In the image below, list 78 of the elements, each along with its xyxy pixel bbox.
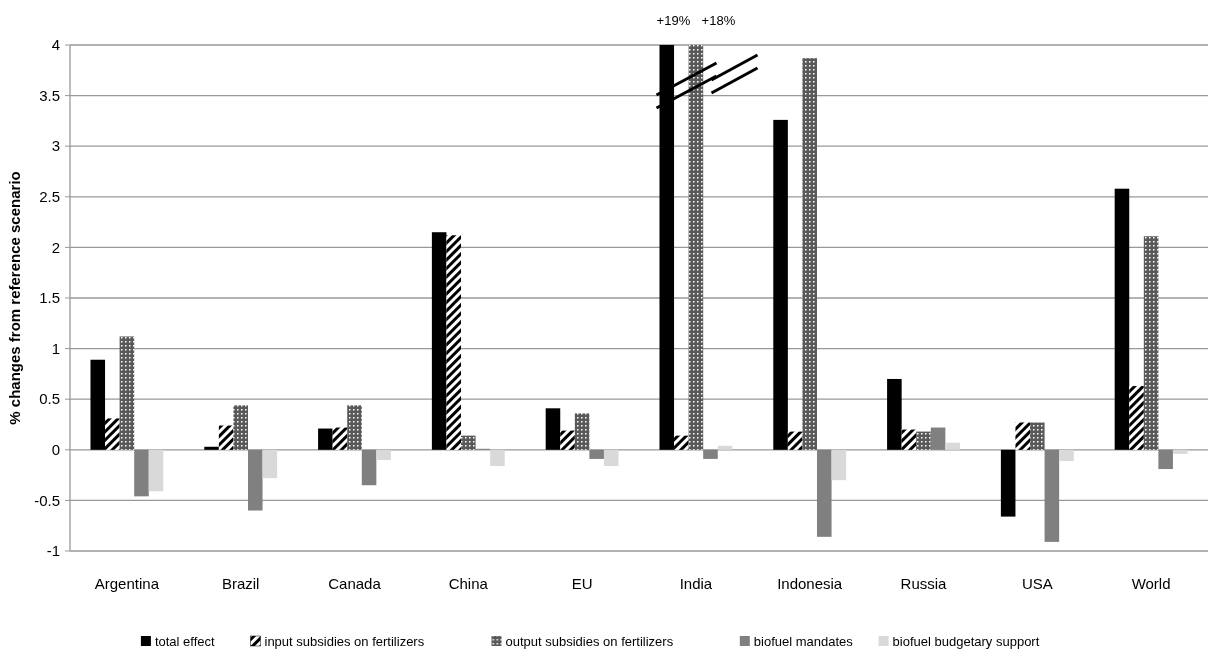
y-tick-label: 3.5 [39, 86, 60, 104]
y-tick-label: 2 [51, 238, 60, 256]
bar [589, 449, 604, 459]
x-tick-label: Indonesia [777, 575, 843, 592]
y-tick-label: 1.5 [39, 289, 60, 307]
bar [262, 449, 278, 479]
bar [916, 431, 931, 450]
bar [1000, 449, 1016, 517]
bar [945, 442, 960, 450]
bar [802, 58, 817, 450]
annotation: +19% [656, 13, 691, 28]
bar [1059, 449, 1074, 461]
bar [1158, 449, 1173, 470]
bar [148, 449, 164, 492]
bar [901, 429, 917, 450]
bar [1172, 449, 1188, 454]
legend-label: biofuel mandates [753, 634, 854, 649]
y-tick-label: 1 [51, 339, 60, 357]
y-tick-label: -0.5 [34, 491, 60, 509]
bar [204, 446, 219, 450]
y-tick-label: 4 [51, 36, 60, 54]
bar [247, 449, 263, 511]
bar [134, 449, 149, 497]
bar [490, 449, 505, 466]
bar [233, 405, 248, 450]
annotation: +18% [701, 13, 736, 28]
bar [887, 378, 902, 450]
legend-label: total effect [154, 634, 216, 649]
bar [446, 235, 462, 450]
bar [688, 45, 704, 450]
bar [376, 449, 391, 460]
bar [1030, 422, 1045, 450]
x-tick-label: EU [571, 575, 593, 592]
bar [717, 445, 733, 450]
legend-label: input subsidies on fertilizers [264, 634, 425, 649]
bar [659, 45, 675, 450]
bar [1114, 188, 1130, 450]
bar [545, 408, 561, 450]
bar [318, 428, 333, 450]
bar [332, 427, 348, 450]
x-tick-label: Russia [900, 575, 948, 592]
bar [603, 449, 619, 466]
bar [119, 336, 135, 450]
y-tick-label: 0.5 [39, 390, 60, 408]
legend-label: output subsidies on fertilizers [505, 634, 674, 649]
bar [90, 359, 106, 450]
bar [431, 232, 447, 450]
x-tick-label: Canada [328, 575, 382, 592]
legend-label: biofuel budgetary support [892, 634, 1040, 649]
bar [361, 449, 377, 486]
y-axis-title: % changes from reference scenario [6, 171, 23, 425]
bar [773, 119, 788, 450]
x-tick-label: Brazil [221, 575, 260, 592]
y-tick-label: 2.5 [39, 188, 60, 206]
bar [574, 413, 590, 450]
x-tick-label: Argentina [94, 575, 160, 592]
bar [105, 418, 120, 450]
x-tick-label: USA [1021, 575, 1053, 592]
x-tick-label: India [679, 575, 713, 592]
y-tick-label: 3 [51, 137, 60, 155]
bar [1143, 236, 1159, 450]
bar [1129, 386, 1144, 450]
x-tick-label: China [448, 575, 489, 592]
y-tick-label: 0 [51, 441, 60, 459]
bar [816, 449, 832, 537]
bar [218, 425, 234, 450]
bar [703, 449, 718, 459]
bar [560, 430, 575, 450]
bar [930, 427, 946, 450]
bar [787, 431, 803, 450]
bar [831, 449, 847, 481]
bar [674, 435, 689, 450]
bar [1044, 449, 1060, 542]
bar [347, 405, 362, 450]
bar [461, 435, 476, 450]
y-tick-label: -1 [46, 542, 60, 560]
x-tick-label: World [1131, 575, 1171, 592]
bar [1015, 422, 1031, 450]
